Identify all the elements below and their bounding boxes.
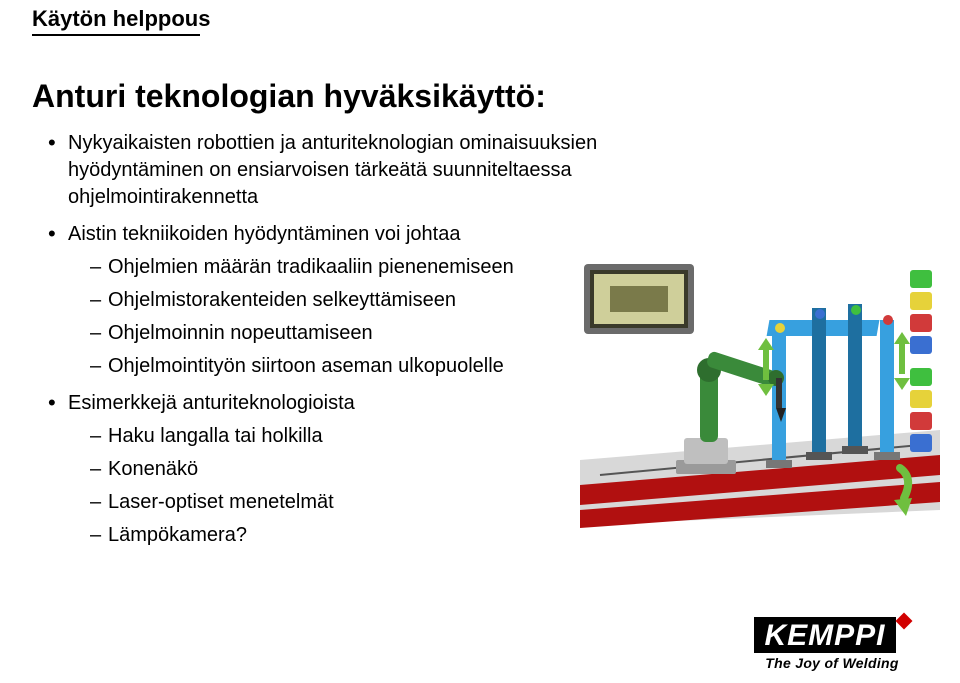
indicator-stack-2 xyxy=(910,368,932,452)
bullet-item: Nykyaikaisten robottien ja anturiteknolo… xyxy=(48,130,608,211)
bullet-text: Aistin tekniikoiden hyödyntäminen voi jo… xyxy=(68,223,460,245)
brand-logo: KEMPPI The Joy of Welding xyxy=(722,617,942,671)
brand-accent-icon xyxy=(895,613,912,630)
main-heading: Anturi teknologian hyväksikäyttö: xyxy=(32,78,546,115)
sub-bullet-item: Ohjelmistorakenteiden selkeyttämiseen xyxy=(90,287,608,314)
sub-bullet-item: Laser-optiset menetelmät xyxy=(90,489,608,516)
section-title-underline xyxy=(32,34,200,36)
sub-bullet-item: Haku langalla tai holkilla xyxy=(90,423,608,450)
bullet-content: Nykyaikaisten robottien ja anturiteknolo… xyxy=(48,130,608,559)
sub-bullet-item: Ohjelmoinnin nopeuttamiseen xyxy=(90,320,608,347)
section-title: Käytön helppous xyxy=(32,6,210,32)
brand-tagline: The Joy of Welding xyxy=(722,655,942,671)
brand-name: KEMPPI xyxy=(754,617,895,653)
sub-bullet-item: Lämpökamera? xyxy=(90,522,608,549)
indicator-stack-1 xyxy=(910,270,932,354)
sub-bullet-item: Ohjelmien määrän tradikaaliin pienenemis… xyxy=(90,254,608,281)
robot-diagram xyxy=(580,260,940,530)
bullet-text: Nykyaikaisten robottien ja anturiteknolo… xyxy=(68,132,597,208)
sub-bullet-item: Ohjelmointityön siirtoon aseman ulkopuol… xyxy=(90,353,608,380)
bullet-item: Aistin tekniikoiden hyödyntäminen voi jo… xyxy=(48,221,608,380)
bullet-item: Esimerkkejä anturiteknologioista Haku la… xyxy=(48,390,608,549)
sub-bullet-item: Konenäkö xyxy=(90,456,608,483)
bullet-text: Esimerkkejä anturiteknologioista xyxy=(68,392,355,414)
